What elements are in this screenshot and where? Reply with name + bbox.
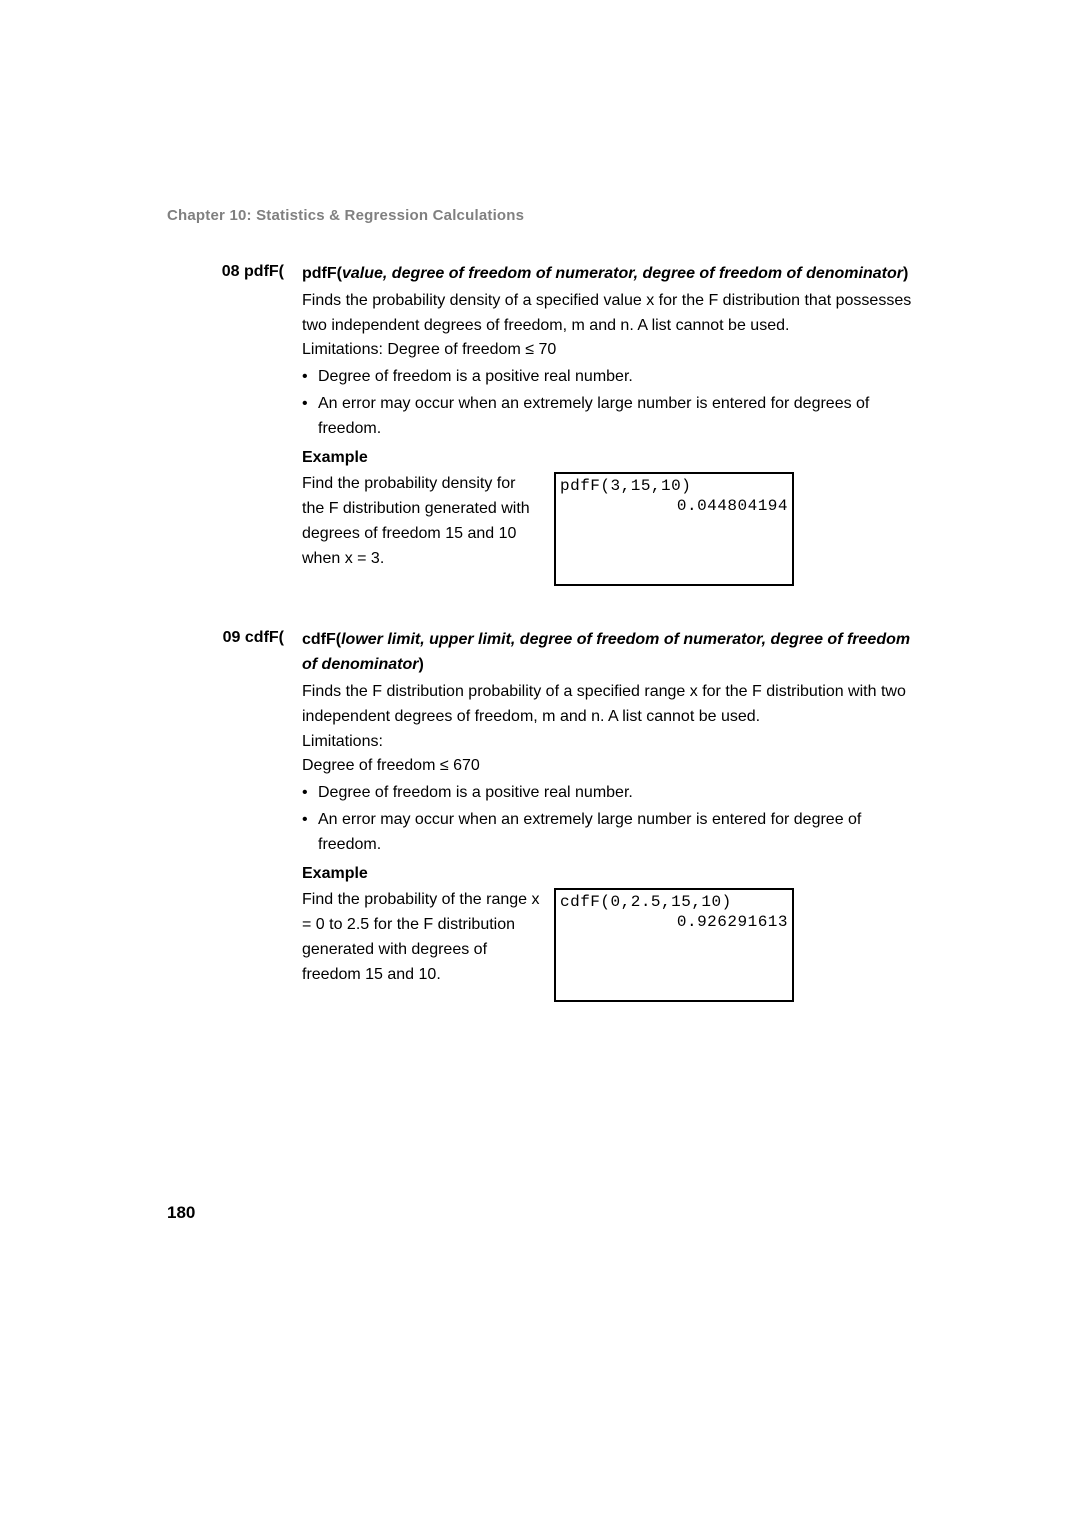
syntax-close: ) bbox=[903, 265, 908, 282]
syntax-fn: pdfF( bbox=[302, 265, 342, 282]
calc-command: pdfF(3,15,10) bbox=[560, 476, 788, 496]
description: Finds the probability density of a speci… bbox=[302, 289, 920, 339]
bullet-item: Degree of freedom is a positive real num… bbox=[302, 365, 920, 390]
syntax-args: lower limit, upper limit, degree of free… bbox=[302, 631, 910, 673]
syntax-line: pdfF(value, degree of freedom of numerat… bbox=[302, 262, 920, 287]
bullet-item: An error may occur when an extremely lar… bbox=[302, 808, 920, 858]
calc-result: 0.044804194 bbox=[560, 496, 788, 516]
chapter-title: Chapter 10: Statistics & Regression Calc… bbox=[167, 207, 920, 224]
syntax-line: cdfF(lower limit, upper limit, degree of… bbox=[302, 628, 920, 678]
syntax-close: ) bbox=[418, 656, 423, 673]
example-heading: Example bbox=[302, 446, 920, 471]
entry-label: 09 cdfF( bbox=[167, 628, 302, 1002]
example-row: Find the probability of the range x = 0 … bbox=[302, 888, 920, 1002]
page-content: Chapter 10: Statistics & Regression Calc… bbox=[0, 0, 1080, 1002]
entry-label: 08 pdfF( bbox=[167, 262, 302, 586]
calc-command: cdfF(0,2.5,15,10) bbox=[560, 892, 788, 912]
calc-result: 0.926291613 bbox=[560, 912, 788, 932]
limitations-line2: Degree of freedom ≤ 670 bbox=[302, 754, 920, 779]
bullet-list: Degree of freedom is a positive real num… bbox=[302, 365, 920, 441]
syntax-fn: cdfF( bbox=[302, 631, 341, 648]
entry-pdff: 08 pdfF( pdfF(value, degree of freedom o… bbox=[167, 262, 920, 586]
bullet-item: An error may occur when an extremely lar… bbox=[302, 392, 920, 442]
limitations: Limitations: Degree of freedom ≤ 70 bbox=[302, 338, 920, 363]
bullet-item: Degree of freedom is a positive real num… bbox=[302, 781, 920, 806]
entry-body: cdfF(lower limit, upper limit, degree of… bbox=[302, 628, 920, 1002]
example-heading: Example bbox=[302, 862, 920, 887]
bullet-list: Degree of freedom is a positive real num… bbox=[302, 781, 920, 857]
example-text: Find the probability density for the F d… bbox=[302, 472, 540, 571]
example-text: Find the probability of the range x = 0 … bbox=[302, 888, 540, 987]
entry-body: pdfF(value, degree of freedom of numerat… bbox=[302, 262, 920, 586]
page-number: 180 bbox=[167, 1203, 195, 1223]
entry-cdff: 09 cdfF( cdfF(lower limit, upper limit, … bbox=[167, 628, 920, 1002]
example-row: Find the probability density for the F d… bbox=[302, 472, 920, 586]
limitations: Limitations: bbox=[302, 730, 920, 755]
calculator-screen: cdfF(0,2.5,15,10) 0.926291613 bbox=[554, 888, 794, 1002]
syntax-args: value, degree of freedom of numerator, d… bbox=[342, 265, 903, 282]
calculator-screen: pdfF(3,15,10) 0.044804194 bbox=[554, 472, 794, 586]
description: Finds the F distribution probability of … bbox=[302, 680, 920, 730]
